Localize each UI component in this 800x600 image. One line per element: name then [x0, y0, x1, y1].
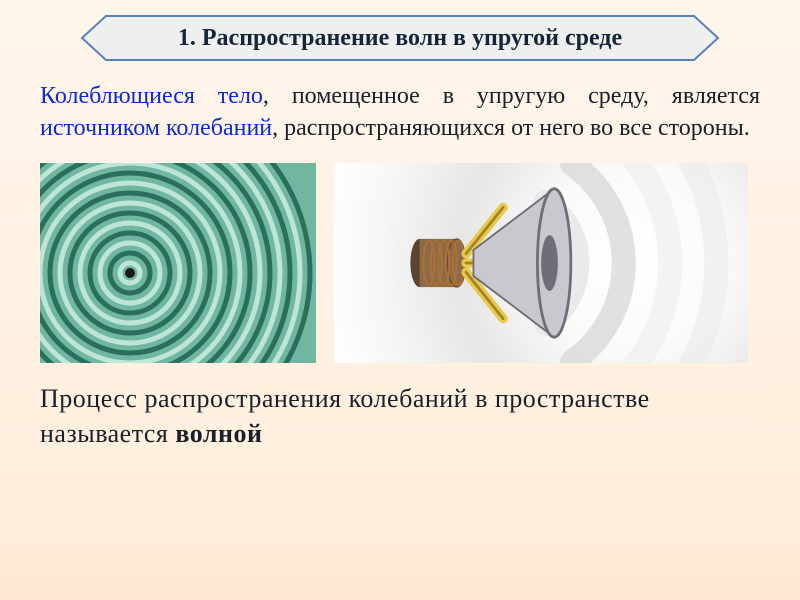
title-banner: 1. Распространение волн в упругой среде [80, 14, 720, 62]
highlight-source: источником колебаний [40, 115, 272, 141]
highlight-oscillating-body: Колеблющиеся тело [40, 83, 263, 109]
definition: Процесс распространения колебаний в прос… [40, 381, 760, 451]
intro-paragraph: Колеблющиеся тело, помещенное в упругую … [40, 80, 760, 145]
slide-title: 1. Распространение волн в упругой среде [80, 14, 720, 62]
ripple-image [40, 163, 316, 363]
images-row [40, 163, 760, 363]
slide: 1. Распространение волн в упругой среде … [0, 0, 800, 600]
paragraph-part-2: , распространяющихся от него во все стор… [272, 115, 750, 141]
ripple-icon [40, 163, 316, 363]
definition-term: волной [175, 419, 262, 448]
speaker-image [334, 163, 748, 363]
paragraph-part-1: , помещенное в упругую среду, является [263, 83, 760, 109]
speaker-icon [364, 163, 748, 363]
definition-text: Процесс распространения колебаний в прос… [40, 384, 650, 448]
